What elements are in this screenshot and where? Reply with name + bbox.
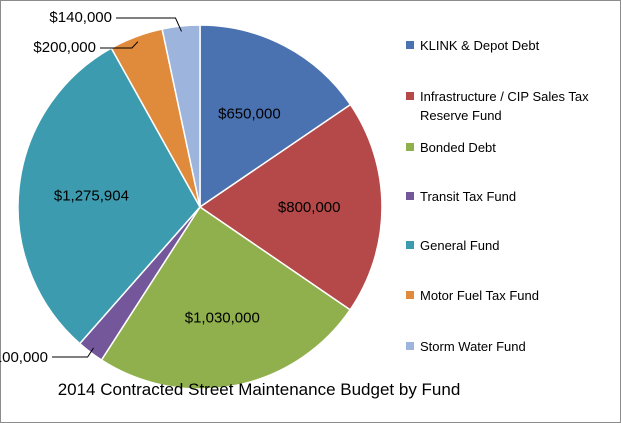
legend-swatch-motor-fuel-tax-fund	[406, 291, 414, 299]
slice-storm-water-fund	[161, 24, 201, 208]
legend-label-general-fund: General Fund	[420, 238, 500, 253]
legend-swatch-klink-depot-debt	[406, 41, 414, 49]
slice-infrastructure-cip-sales-tax-reserve-fund	[198, 103, 383, 311]
leader-line-motor-fuel-tax-fund	[100, 41, 139, 49]
legend-label-infrastructure-cip-sales-tax-reserve-fund: Infrastructure / CIP Sales Tax Reserve Fu…	[420, 89, 589, 123]
legend-swatch-transit-tax-fund	[406, 192, 414, 200]
slice-klink-depot-debt	[199, 24, 352, 209]
leader-line-transit-tax-fund	[52, 347, 95, 358]
data-label-motor-fuel-tax-fund: $200,000	[33, 39, 96, 56]
data-label-general-fund: $1,275,904	[54, 187, 129, 204]
legend-label-motor-fuel-tax-fund: Motor Fuel Tax Fund	[420, 288, 539, 303]
data-label-storm-water-fund: $140,000	[49, 9, 112, 26]
slice-bonded-debt	[100, 205, 352, 390]
pie-slices	[17, 24, 383, 390]
leader-line-storm-water-fund	[116, 17, 182, 32]
data-label-transit-tax-fund: $100,000	[0, 349, 48, 366]
legend: KLINK & Depot Debt Infrastructure / CIP S…	[406, 38, 589, 354]
data-label-klink-depot-debt: $650,000	[218, 106, 281, 123]
leader-lines	[52, 17, 182, 358]
legend-label-transit-tax-fund: Transit Tax Fund	[420, 189, 516, 204]
slice-general-fund	[17, 47, 201, 345]
legend-label-klink-depot-debt: KLINK & Depot Debt	[420, 38, 540, 53]
legend-swatch-infrastructure-cip-sales-tax-reserve-fund	[406, 92, 414, 100]
data-label-bonded-debt: $1,030,000	[185, 310, 260, 327]
legend-swatch-bonded-debt	[406, 143, 414, 151]
data-label-infrastructure-cip-sales-tax-reserve-fund: $800,000	[278, 199, 341, 216]
data-labels: $650,000 $800,000 $1,030,000 $100,000 $1,275…	[0, 9, 340, 366]
legend-swatch-general-fund	[406, 241, 414, 249]
legend-swatch-storm-water-fund	[406, 342, 414, 350]
legend-label-storm-water-fund: Storm Water Fund	[420, 339, 526, 354]
legend-label-bonded-debt: Bonded Debt	[420, 140, 496, 155]
chart-title: 2014 Contracted Street Maintenance Budge…	[58, 380, 461, 399]
